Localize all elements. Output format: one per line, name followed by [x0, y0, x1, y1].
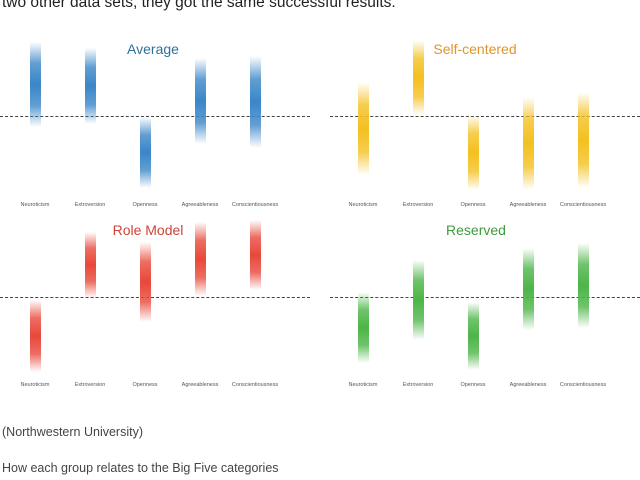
- bar-role-model-extroversion: [85, 232, 96, 298]
- bar-self-centered-openness: [468, 115, 479, 190]
- panel-title-self-centered: Self-centered: [433, 41, 517, 57]
- category-label-extroversion: Extroversion: [74, 382, 106, 388]
- bar-role-model-neuroticism: [30, 300, 41, 372]
- category-label-neuroticism: Neuroticism: [20, 382, 50, 388]
- bar-role-model-agreeableness: [195, 222, 206, 296]
- bar-average-openness: [140, 117, 151, 188]
- category-label-conscientiousness: Conscientiousness: [559, 382, 607, 388]
- bar-role-model-conscientiousness: [250, 220, 261, 290]
- category-label-neuroticism: Neuroticism: [348, 202, 378, 208]
- category-label-extroversion: Extroversion: [402, 382, 434, 388]
- category-label-openness: Openness: [460, 202, 486, 208]
- panel-title-reserved: Reserved: [446, 222, 506, 238]
- category-label-conscientiousness: Conscientiousness: [559, 202, 607, 208]
- category-label-extroversion: Extroversion: [402, 202, 434, 208]
- intro-text: two other data sets, they got the same s…: [2, 0, 396, 11]
- bar-self-centered-neuroticism: [358, 82, 369, 175]
- bar-self-centered-extroversion: [413, 40, 424, 115]
- category-label-agreeableness: Agreeableness: [509, 382, 547, 388]
- bar-reserved-neuroticism: [358, 292, 369, 363]
- category-label-agreeableness: Agreeableness: [509, 202, 547, 208]
- category-label-openness: Openness: [132, 202, 158, 208]
- bar-reserved-conscientiousness: [578, 243, 589, 328]
- bar-reserved-extroversion: [413, 260, 424, 340]
- category-label-openness: Openness: [460, 382, 486, 388]
- bar-average-extroversion: [85, 48, 96, 124]
- category-label-extroversion: Extroversion: [74, 202, 106, 208]
- bar-average-agreeableness: [195, 58, 206, 144]
- category-label-conscientiousness: Conscientiousness: [231, 202, 279, 208]
- category-label-agreeableness: Agreeableness: [181, 382, 219, 388]
- average-line-role-model: [0, 297, 310, 298]
- image-caption: How each group relates to the Big Five c…: [2, 461, 279, 475]
- bar-role-model-openness: [140, 242, 151, 322]
- category-label-neuroticism: Neuroticism: [348, 382, 378, 388]
- average-line-self-centered: [330, 116, 640, 117]
- category-label-agreeableness: Agreeableness: [181, 202, 219, 208]
- image-credit: (Northwestern University): [2, 425, 144, 439]
- bar-self-centered-conscientiousness: [578, 92, 589, 188]
- category-label-conscientiousness: Conscientiousness: [231, 382, 279, 388]
- bar-self-centered-agreeableness: [523, 97, 534, 190]
- bar-average-conscientiousness: [250, 56, 261, 148]
- panel-title-role-model: Role Model: [112, 222, 184, 238]
- average-line-reserved: [330, 297, 640, 298]
- bar-reserved-openness: [468, 302, 479, 370]
- category-label-neuroticism: Neuroticism: [20, 202, 50, 208]
- category-label-openness: Openness: [132, 382, 158, 388]
- panel-title-average: Average: [127, 41, 179, 57]
- big-five-figure: Average Neuroticism Extroversion Openness Ag…: [0, 28, 640, 398]
- average-line-average: [0, 116, 310, 117]
- bar-reserved-agreeableness: [523, 248, 534, 330]
- bar-average-neuroticism: [30, 42, 41, 127]
